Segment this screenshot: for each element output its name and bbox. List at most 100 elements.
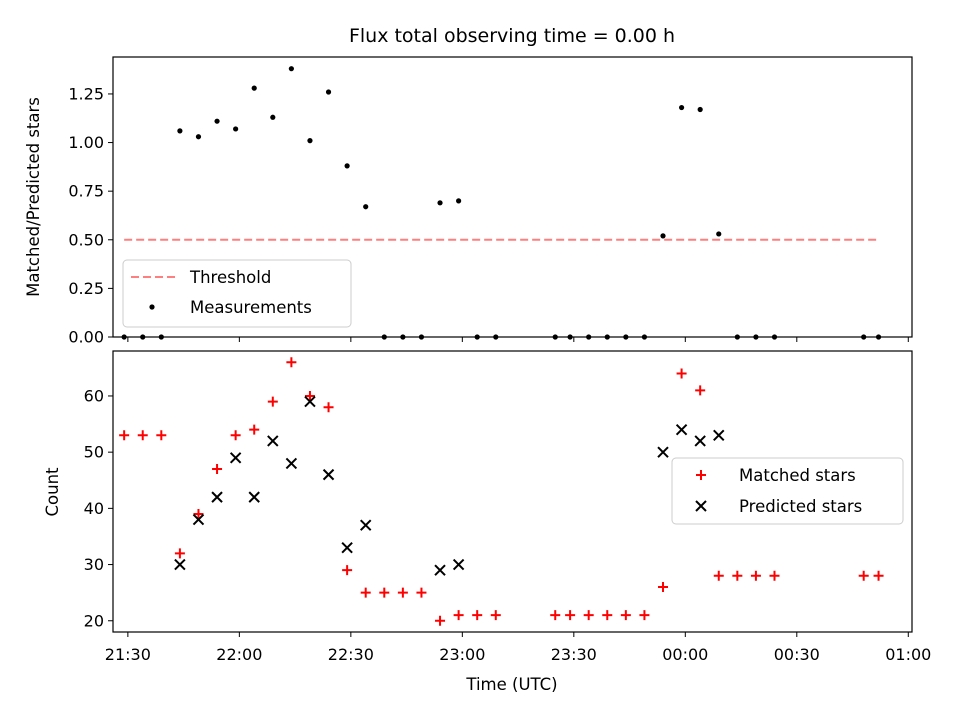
predicted-point bbox=[285, 457, 298, 470]
matched-point bbox=[602, 610, 613, 621]
matched-point bbox=[137, 430, 148, 441]
top-legend-box bbox=[122, 259, 352, 328]
top-axes-frame bbox=[112, 56, 913, 338]
measurement-point bbox=[363, 204, 369, 210]
matched-point bbox=[416, 587, 427, 598]
measurement-point bbox=[214, 118, 220, 124]
measurement-point bbox=[716, 231, 722, 237]
predicted-point bbox=[713, 429, 725, 442]
matched-point bbox=[360, 587, 371, 598]
matched-point bbox=[695, 385, 706, 396]
threshold-legend-label: Threshold bbox=[189, 268, 271, 287]
matched-point bbox=[639, 610, 650, 621]
predicted-point bbox=[248, 491, 260, 503]
predicted-point bbox=[452, 558, 465, 571]
matched-point bbox=[230, 430, 241, 441]
measurement-point bbox=[678, 104, 685, 111]
matched-point bbox=[435, 615, 446, 626]
predicted-point bbox=[694, 435, 706, 447]
matched-point bbox=[193, 508, 204, 519]
measurement-point bbox=[437, 200, 443, 206]
measurement-point bbox=[177, 128, 183, 134]
matched-point bbox=[472, 610, 483, 621]
bottom-y-axis-label: Count bbox=[43, 467, 62, 517]
top-y-tick-label: 0.50 bbox=[68, 230, 104, 249]
bottom-marks bbox=[119, 357, 884, 626]
matched-point bbox=[249, 424, 260, 435]
measurements-legend-swatch bbox=[149, 304, 155, 310]
matched-point bbox=[156, 430, 167, 441]
measurement-point bbox=[456, 198, 462, 204]
predicted-point bbox=[675, 423, 688, 436]
matched-point bbox=[212, 464, 223, 475]
measurement-point bbox=[307, 138, 313, 144]
measurement-point bbox=[325, 89, 332, 95]
predicted-point bbox=[657, 446, 669, 458]
measurement-point bbox=[251, 85, 257, 91]
x-tick-label: 22:30 bbox=[328, 645, 374, 664]
measurement-point bbox=[270, 114, 276, 120]
matched-point bbox=[658, 582, 669, 593]
matched-point bbox=[676, 368, 687, 379]
matched-point bbox=[323, 402, 334, 413]
matched-point bbox=[119, 430, 130, 441]
top-legend: Threshold Measurements bbox=[122, 259, 352, 328]
matched-point bbox=[620, 610, 631, 621]
predicted-point bbox=[304, 395, 316, 408]
bottom-plot-area: 20 30 40 50 60 21:30 22:00 22:30 23:00 23:30 00:0… bbox=[84, 350, 931, 664]
matched-point bbox=[550, 610, 561, 621]
predicted-legend-swatch bbox=[695, 500, 707, 512]
matched-point bbox=[286, 357, 297, 368]
matched-point bbox=[397, 587, 408, 598]
top-y-axis-label: Matched/Predicted stars bbox=[24, 97, 43, 297]
bottom-y-ticks: 20 30 40 50 60 bbox=[84, 386, 113, 630]
predicted-point bbox=[192, 513, 205, 526]
predicted-point bbox=[229, 452, 242, 464]
measurement-point bbox=[233, 126, 239, 132]
matched-point bbox=[750, 570, 761, 581]
top-y-tick-label: 0.00 bbox=[68, 328, 104, 347]
matched-point bbox=[873, 570, 884, 581]
matched-point bbox=[583, 610, 594, 621]
bottom-y-tick-label: 30 bbox=[84, 555, 104, 574]
measurement-point bbox=[344, 163, 350, 169]
top-y-tick-label: 1.00 bbox=[68, 133, 104, 152]
bottom-y-tick-label: 40 bbox=[84, 499, 104, 518]
top-y-ticks: 0.00 0.25 0.50 0.75 1.00 1.25 bbox=[68, 84, 113, 347]
bottom-x-ticks: 21:30 22:00 22:30 23:00 23:30 00:00 00:30 01:00 bbox=[105, 632, 931, 664]
matched-legend-label: Matched stars bbox=[739, 466, 856, 485]
predicted-point bbox=[174, 558, 186, 571]
x-tick-label: 00:30 bbox=[774, 645, 820, 664]
bottom-legend-box bbox=[671, 457, 904, 525]
predicted-point bbox=[322, 468, 335, 481]
matched-point bbox=[453, 610, 464, 621]
predicted-point bbox=[359, 519, 372, 531]
x-tick-label: 23:00 bbox=[439, 645, 485, 664]
measurements-legend-label: Measurements bbox=[190, 298, 312, 317]
bottom-legend: Matched stars Predicted stars bbox=[671, 457, 904, 525]
matched-point bbox=[490, 610, 501, 621]
top-y-tick-label: 1.25 bbox=[68, 84, 104, 103]
bottom-y-tick-label: 60 bbox=[84, 386, 104, 405]
x-tick-label: 21:30 bbox=[105, 645, 151, 664]
bottom-axes-frame bbox=[112, 350, 913, 633]
top-plot-area: 0.00 0.25 0.50 0.75 1.00 1.25 bbox=[68, 56, 913, 347]
bottom-y-tick-label: 50 bbox=[84, 443, 104, 462]
top-chart-title: Flux total observing time = 0.00 h bbox=[349, 25, 675, 47]
measurement-point bbox=[660, 233, 666, 239]
matched-point bbox=[267, 396, 278, 407]
measurement-point bbox=[288, 66, 294, 72]
predicted-legend-label: Predicted stars bbox=[739, 497, 862, 516]
x-tick-label: 00:00 bbox=[662, 645, 708, 664]
x-tick-label: 01:00 bbox=[885, 645, 931, 664]
matched-point bbox=[858, 570, 869, 581]
matched-point bbox=[304, 390, 315, 401]
matched-legend-swatch bbox=[696, 470, 706, 480]
matched-point bbox=[174, 548, 185, 559]
x-tick-label: 22:00 bbox=[216, 645, 262, 664]
top-y-tick-label: 0.75 bbox=[68, 182, 104, 201]
matched-point bbox=[565, 610, 576, 621]
matched-point bbox=[379, 587, 390, 598]
matched-point bbox=[342, 565, 353, 576]
